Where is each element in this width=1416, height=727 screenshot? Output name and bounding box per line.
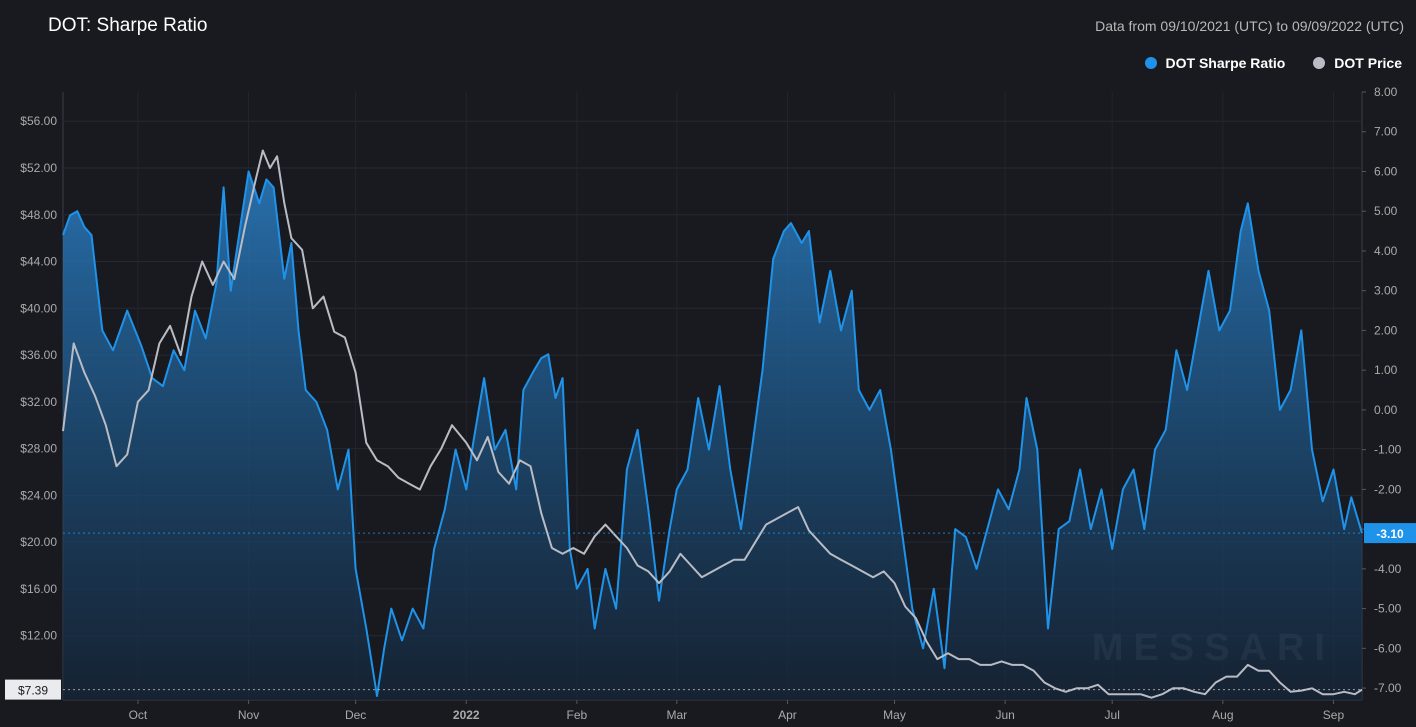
y-left-tick-label: $36.00: [20, 348, 57, 362]
x-tick-label: Aug: [1212, 708, 1233, 722]
chart-title: DOT: Sharpe Ratio: [48, 15, 208, 36]
y-left-tick-label: $12.00: [20, 629, 57, 643]
y-right-tick-label: -2.00: [1374, 482, 1402, 496]
y-right-tick-label: 8.00: [1374, 85, 1398, 99]
y-right-tick-label: -7.00: [1374, 681, 1402, 695]
y-left-tick-label: $20.00: [20, 535, 57, 549]
y-right-tick-label: -1.00: [1374, 443, 1402, 457]
y-right-tick-label: -4.00: [1374, 562, 1402, 576]
date-range-label: Data from 09/10/2021 (UTC) to 09/09/2022…: [1095, 18, 1404, 34]
y-right-tick-label: 5.00: [1374, 204, 1398, 218]
y-right-tick-label: 1.00: [1374, 363, 1398, 377]
y-left-tick-label: $16.00: [20, 582, 57, 596]
legend-item-price[interactable]: DOT Price: [1313, 55, 1402, 71]
price-last-value: $7.39: [18, 684, 48, 698]
x-tick-label: Feb: [567, 708, 588, 722]
price-last-value-badge: [5, 679, 61, 700]
chart-legend: DOT Sharpe Ratio DOT Price: [1144, 55, 1402, 71]
x-tick-label: Oct: [129, 708, 148, 722]
sharpe-ratio-line[interactable]: [62, 170, 1363, 697]
x-tick-label: Dec: [345, 708, 366, 722]
x-tick-label: Nov: [238, 708, 259, 722]
y-right-tick-label: 3.00: [1374, 284, 1398, 298]
y-left-tick-label: $44.00: [20, 255, 57, 269]
y-left-tick-label: $40.00: [20, 301, 57, 315]
legend-item-sharpe[interactable]: DOT Sharpe Ratio: [1144, 55, 1286, 71]
y-left-tick-label: $24.00: [20, 488, 57, 502]
x-tick-label: Sep: [1323, 708, 1345, 722]
sharpe-ratio-area: [63, 171, 1362, 700]
y-right-tick-label: 6.00: [1374, 164, 1398, 178]
legend-dot-price: [1313, 57, 1326, 69]
y-left-tick-label: $56.00: [20, 114, 57, 128]
price-line[interactable]: [62, 149, 1363, 699]
y-left-tick-label: $32.00: [20, 395, 57, 409]
x-tick-label: May: [883, 708, 906, 722]
y-right-tick-label: 7.00: [1374, 125, 1398, 139]
y-left-tick-label: $28.00: [20, 442, 57, 456]
x-tick-label: Apr: [778, 708, 797, 722]
y-right-tick-label: -5.00: [1374, 602, 1402, 616]
y-right-tick-label: 0.00: [1374, 403, 1398, 417]
x-tick-label: 2022: [453, 708, 480, 722]
x-tick-label: Jul: [1105, 708, 1120, 722]
legend-dot-sharpe: [1144, 57, 1157, 69]
y-right-tick-label: 2.00: [1374, 323, 1398, 337]
y-left-tick-label: $52.00: [20, 161, 57, 175]
x-tick-label: Jun: [995, 708, 1014, 722]
x-tick-label: Mar: [666, 708, 687, 722]
legend-label-sharpe: DOT Sharpe Ratio: [1165, 55, 1286, 71]
y-left-tick-label: $48.00: [20, 208, 57, 222]
legend-label-price: DOT Price: [1334, 55, 1402, 71]
y-right-tick-label: -6.00: [1374, 641, 1402, 655]
sharpe-last-value-badge: [1364, 523, 1416, 544]
sharpe-last-value: -3.10: [1376, 527, 1404, 541]
y-right-tick-label: 4.00: [1374, 244, 1398, 258]
